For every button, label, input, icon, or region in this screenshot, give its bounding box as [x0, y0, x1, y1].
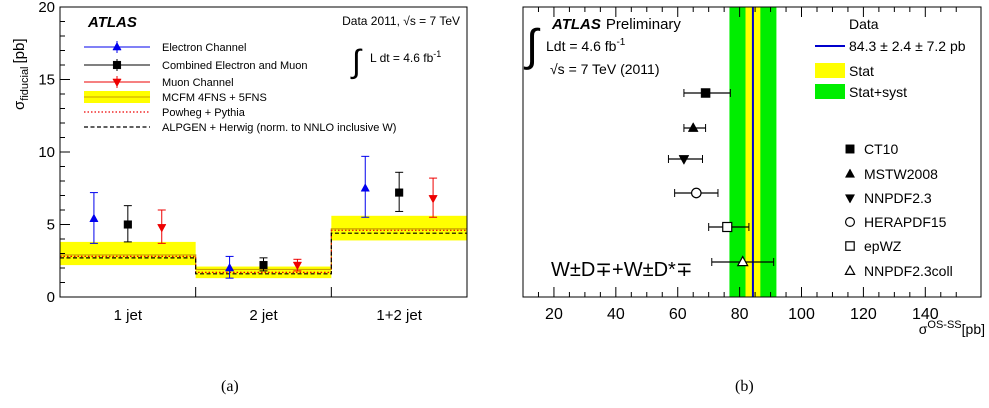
y-tick-label: 5: [47, 217, 55, 234]
x-tick-label: 60: [669, 306, 687, 323]
data-point-triangle-up: [360, 183, 370, 192]
legend-a: Electron Channel Combined Electron and Mu…: [84, 41, 396, 134]
x-tick-label: 80: [731, 306, 749, 323]
legend-b-predictions: CT10 MSTW2008 NNPDF2.3 HERAPDF15 epWZ NNPDF2.…: [844, 141, 953, 279]
panel-b: 20 40 60 80 100 120 140 σOS-SS[pb] ∫ ATLAS Prel…: [522, 6, 985, 337]
legend-pred-marker: [845, 241, 855, 251]
prediction-marker: [690, 187, 702, 199]
plot-frame-b: [522, 6, 982, 298]
alpgen-line: [60, 232, 467, 275]
energy-label-a: Data 2011, √s = 7 TeV: [342, 14, 460, 28]
atlas-header-b: ATLAS Preliminary: [551, 16, 681, 33]
legend-pred-label: HERAPDF15: [864, 214, 947, 230]
legend-pred-marker: [844, 264, 856, 275]
legend-label: MCFM 4FNS + 5FNS: [162, 92, 267, 104]
prediction-marker: [687, 122, 699, 132]
lumi-label-a: L dt = 4.6 fb-1: [370, 49, 441, 65]
x-tick-label: 140: [912, 306, 939, 323]
legend-b-data: Data 84.3 ± 2.4 ± 7.2 pb Stat Stat+syst: [815, 16, 966, 100]
y-tick-label: 15: [38, 72, 55, 89]
y-axis-ticks: 0 5 10 15 20: [38, 0, 70, 306]
mcfm-band: [60, 241, 196, 266]
mcfm-band: [331, 215, 467, 241]
legend-pred-label: CT10: [864, 141, 898, 157]
legend-data-title: Data: [849, 16, 879, 32]
data-point-square: [259, 261, 268, 270]
x-axis-title: σOS-SS[pb]: [919, 319, 985, 337]
legend-label: Muon Channel: [162, 77, 234, 89]
prediction-marker: [678, 155, 690, 165]
lumi-label-b: Ldt = 4.6 fb-1: [546, 37, 626, 54]
legend-pred-label: epWZ: [864, 238, 902, 254]
legend-label: ALPGEN + Herwig (norm. to NNLO inclusive…: [162, 122, 396, 134]
data-point-triangle-up: [89, 213, 99, 222]
data-points-a: [89, 155, 438, 279]
legend-pred-label: NNPDF2.3: [864, 190, 932, 206]
data-point-triangle-down: [292, 261, 303, 271]
x-category-label: 1 jet: [114, 307, 143, 324]
x-tick-label: 20: [545, 306, 563, 323]
energy-label-b: √s = 7 TeV (2011): [550, 61, 660, 77]
prediction-marker: [736, 255, 749, 267]
legend-pred-marker: [844, 194, 856, 204]
x-tick-label: 100: [788, 306, 815, 323]
panel-a: 0 5 10 15 20 1 jet 2 jet 1+2 jet σfiducial[pb]…: [11, 0, 468, 324]
x-tick-label: 120: [850, 306, 877, 323]
x-tick-label: 40: [607, 306, 625, 323]
legend-pred-label: NNPDF2.3coll: [864, 263, 953, 279]
x-axis-ticks: 20 40 60 80 100 120 140: [522, 7, 957, 323]
x-axis-categories: 1 jet 2 jet 1+2 jet: [114, 287, 423, 324]
legend-label: Powheg + Pythia: [162, 107, 246, 119]
legend-label: Combined Electron and Muon: [162, 60, 308, 72]
integral-sign-a: ∫: [350, 43, 363, 80]
integral-sign-b: ∫: [523, 21, 541, 70]
legend-statsyst-label: Stat+syst: [849, 84, 907, 100]
data-point-triangle-up: [224, 262, 235, 272]
legend-pred-marker: [844, 216, 856, 228]
prediction-marker: [722, 221, 733, 233]
process-label: W±D∓+W±D*∓: [551, 259, 693, 281]
mcfm-band: [195, 266, 332, 279]
mcfm-bands: [60, 215, 467, 279]
caption-b: (b): [735, 378, 754, 395]
atlas-label-a: ATLAS: [87, 14, 137, 31]
prediction-marker: [700, 88, 711, 98]
data-point-square: [123, 220, 132, 229]
legend-label: Electron Channel: [162, 42, 246, 54]
caption-a: (a): [221, 378, 239, 395]
legend-stat-label: Stat: [849, 63, 874, 79]
y-axis-title: σfiducial[pb]: [11, 38, 31, 110]
legend-stat-swatch: [815, 63, 845, 78]
legend-marker: [112, 41, 122, 51]
data-point-triangle-down: [428, 195, 438, 204]
legend-pred-marker: [845, 144, 855, 154]
data-point-triangle-down: [157, 224, 167, 233]
legend-marker: [112, 60, 122, 70]
powheg-line: [60, 229, 467, 273]
legend-data-value: 84.3 ± 2.4 ± 7.2 pb: [849, 38, 966, 54]
x-category-label: 2 jet: [249, 307, 278, 324]
legend-marker: [112, 78, 122, 88]
data-point-square: [395, 188, 404, 197]
prediction-points: [667, 88, 775, 267]
y-tick-label: 20: [38, 0, 55, 16]
legend-pred-label: MSTW2008: [864, 166, 938, 182]
measurement-bands: [729, 7, 777, 297]
y-tick-label: 10: [38, 144, 55, 161]
legend-statsyst-swatch: [815, 84, 845, 99]
x-category-label: 1+2 jet: [376, 307, 422, 324]
y-tick-label: 0: [47, 289, 55, 306]
legend-pred-marker: [844, 168, 856, 178]
